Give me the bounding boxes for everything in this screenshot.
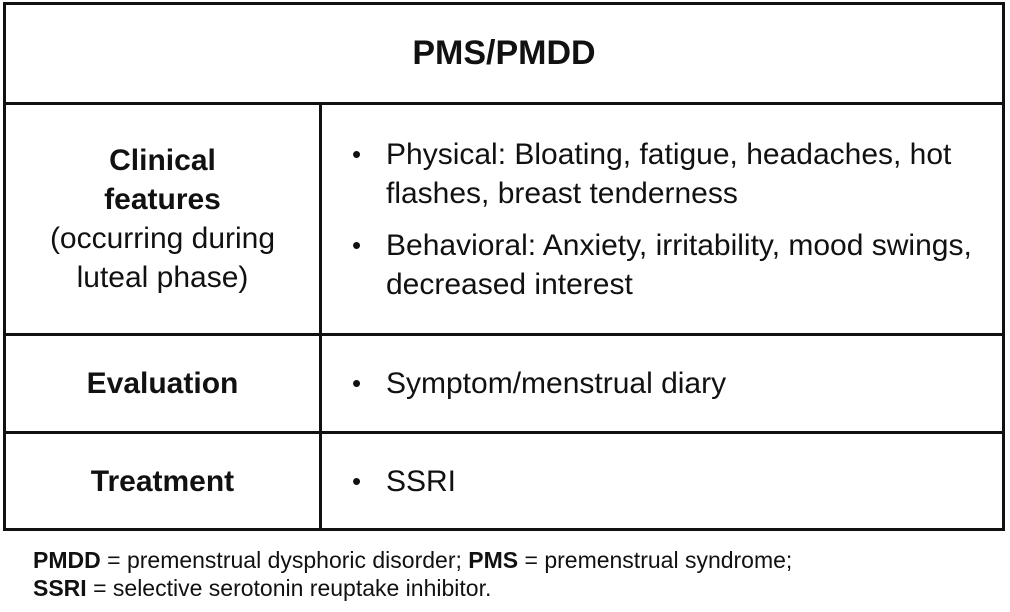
list-item: • Symptom/menstrual diary [352,364,982,403]
bullet-icon: • [352,229,362,260]
row-content-evaluation: • Symptom/menstrual diary [322,336,1002,431]
footnote-definition: = premenstrual syndrome; [518,547,793,573]
row-label-main: Evaluation [86,367,239,400]
row-label-main: Clinical features [104,144,221,216]
list-item-text: Symptom/menstrual diary [386,367,727,400]
list-item: • Physical: Bloating, fatigue, headaches… [352,135,982,213]
bullet-icon: • [352,138,362,169]
row-content-clinical-features: • Physical: Bloating, fatigue, headaches… [322,105,1002,333]
footnote-abbreviation: PMS [468,547,519,573]
summary-table: PMS/PMDD Clinical features (occurring du… [3,2,1005,531]
bullet-icon: • [352,465,362,496]
table-row-evaluation: Evaluation • Symptom/menstrual diary [6,336,1002,434]
row-label-clinical-features: Clinical features (occurring during lute… [6,105,322,333]
table-row-treatment: Treatment • SSRI [6,434,1002,528]
footnote-definition: = selective serotonin reuptake inhibitor… [86,575,492,601]
row-content-treatment: • SSRI [322,434,1002,528]
footnote-definition: = premenstrual dysphoric disorder; [100,547,469,573]
list-item-text: Behavioral: Anxiety, irritability, mood … [386,228,972,301]
bullet-icon: • [352,368,362,398]
footnote-line-2: SSRI = selective serotonin reuptake inhi… [33,574,993,602]
row-label-main: Treatment [90,464,235,498]
row-label-subtext: (occurring during luteal phase) [49,222,276,294]
footnote-line-1: PMDD = premenstrual dysphoric disorder; … [33,546,993,574]
row-label-treatment: Treatment [6,434,322,528]
list-item: • Behavioral: Anxiety, irritability, moo… [352,226,982,304]
footnote-abbreviation: SSRI [33,575,87,601]
list-item-text: Physical: Bloating, fatigue, headaches, … [386,137,952,210]
list-item-text: SSRI [386,464,457,498]
footnote-abbreviation: PMDD [33,547,101,573]
table-row-clinical-features: Clinical features (occurring during lute… [6,105,1002,336]
table-title: PMS/PMDD [6,5,1002,105]
row-label-evaluation: Evaluation [6,336,322,431]
footnote: PMDD = premenstrual dysphoric disorder; … [33,546,993,602]
list-item: • SSRI [352,462,982,501]
